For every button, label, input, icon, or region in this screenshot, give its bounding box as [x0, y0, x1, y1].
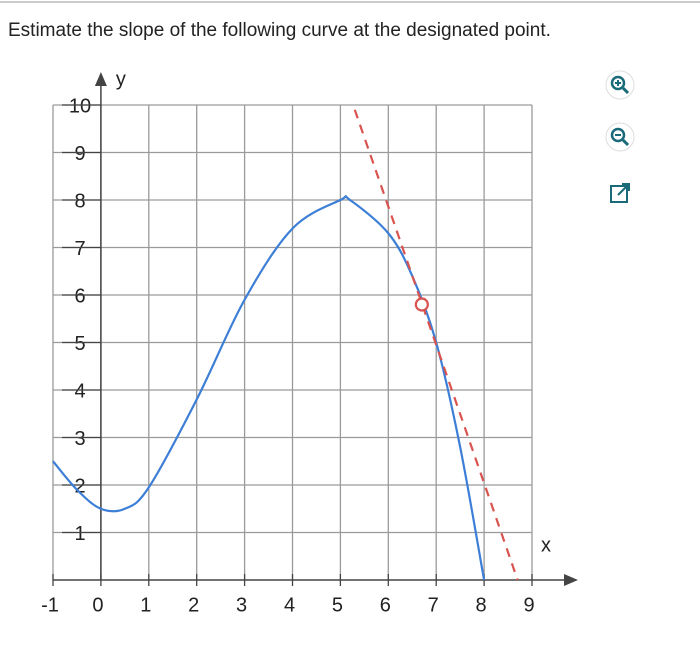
x-tick-label: 4 — [284, 594, 295, 616]
question-title: Estimate the slope of the following curv… — [8, 20, 551, 41]
button-frame — [605, 122, 635, 152]
x-tick-label: 0 — [92, 594, 103, 616]
y-tick-label: 1 — [74, 523, 85, 545]
icon — [610, 185, 628, 203]
y-tick-label: 10 — [69, 95, 91, 117]
x-tick-label: 9 — [523, 594, 534, 616]
tangent-line — [353, 109, 519, 581]
x-tick-label: 8 — [476, 594, 487, 616]
y-tick-label: 4 — [74, 380, 85, 402]
y-tick-label: 3 — [74, 428, 85, 450]
x-tick-label: 2 — [188, 594, 199, 616]
designated-point — [414, 297, 429, 312]
y-tick-label: 2 — [74, 475, 85, 497]
x-axis-label: x — [541, 534, 551, 556]
plot: -1 0 1 2 3 4 5 6 7 8 9 1 2 3 4 5 6 7 8 9 10 x y — [41, 68, 578, 616]
y-tick-label: 6 — [74, 285, 85, 307]
x-tick-label: 1 — [140, 594, 151, 616]
x-tick-label: 6 — [380, 594, 391, 616]
y-axis-label: y — [116, 68, 126, 90]
y-tick-label: 9 — [74, 143, 85, 165]
x-tick-label: 7 — [428, 594, 439, 616]
button-frame — [605, 70, 635, 100]
icon — [621, 138, 630, 147]
zoom-in-button[interactable] — [605, 70, 635, 100]
icon — [622, 183, 630, 191]
y-tick-label: 8 — [74, 190, 85, 212]
open-external-button[interactable] — [610, 183, 630, 203]
icon — [610, 127, 626, 143]
x-tick-label: 5 — [332, 594, 343, 616]
icon — [617, 183, 630, 196]
y-tick-label: 7 — [74, 238, 85, 260]
icon — [621, 86, 630, 95]
icon — [610, 75, 626, 91]
x-axis-arrow — [564, 574, 578, 586]
x-tick-label: 3 — [236, 594, 247, 616]
x-tick-label: -1 — [41, 594, 59, 616]
zoom-out-button[interactable] — [605, 122, 635, 152]
y-tick-label: 5 — [74, 333, 85, 355]
y-axis-arrow — [94, 72, 107, 86]
